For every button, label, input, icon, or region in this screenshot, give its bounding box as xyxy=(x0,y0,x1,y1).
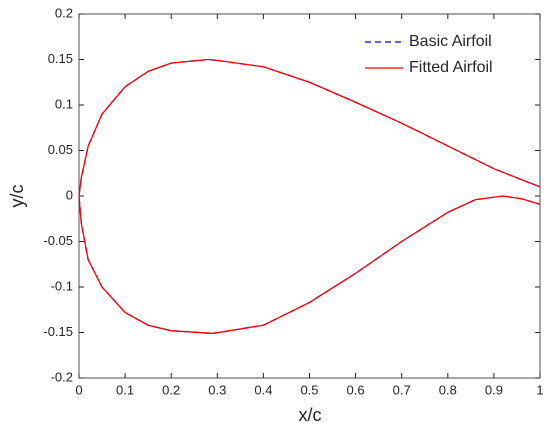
legend-label: Basic Airfoil xyxy=(409,33,492,50)
legend-label: Fitted Airfoil xyxy=(409,59,493,76)
x-tick-label: 0.6 xyxy=(347,382,365,397)
x-tick-label: 0.1 xyxy=(116,382,134,397)
x-tick-label: 0.2 xyxy=(162,382,180,397)
x-tick-label: 0 xyxy=(75,382,82,397)
series-line xyxy=(78,58,541,335)
x-tick-label: 0.7 xyxy=(393,382,411,397)
y-tick-label: -0.1 xyxy=(51,278,73,293)
x-tick-label: 1 xyxy=(536,382,543,397)
x-tick-label: 0.5 xyxy=(300,382,318,397)
x-tick-label: 0.8 xyxy=(439,382,457,397)
plot-area xyxy=(78,13,541,379)
y-axis-label: y/c xyxy=(7,184,27,207)
y-tick-label: -0.2 xyxy=(51,369,73,384)
y-tick-label: -0.05 xyxy=(43,233,73,248)
y-tick-label: 0.1 xyxy=(55,96,73,111)
x-axis-label: x/c xyxy=(298,405,321,425)
y-tick-label: 0 xyxy=(66,187,73,202)
y-tick-label: -0.15 xyxy=(43,324,73,339)
y-tick-label: 0.15 xyxy=(48,51,73,66)
x-tick-label: 0.3 xyxy=(208,382,226,397)
y-tick-label: 0.2 xyxy=(55,5,73,20)
x-tick-label: 0.4 xyxy=(254,382,272,397)
x-tick-label: 0.9 xyxy=(485,382,503,397)
y-tick-label: 0.05 xyxy=(48,142,73,157)
